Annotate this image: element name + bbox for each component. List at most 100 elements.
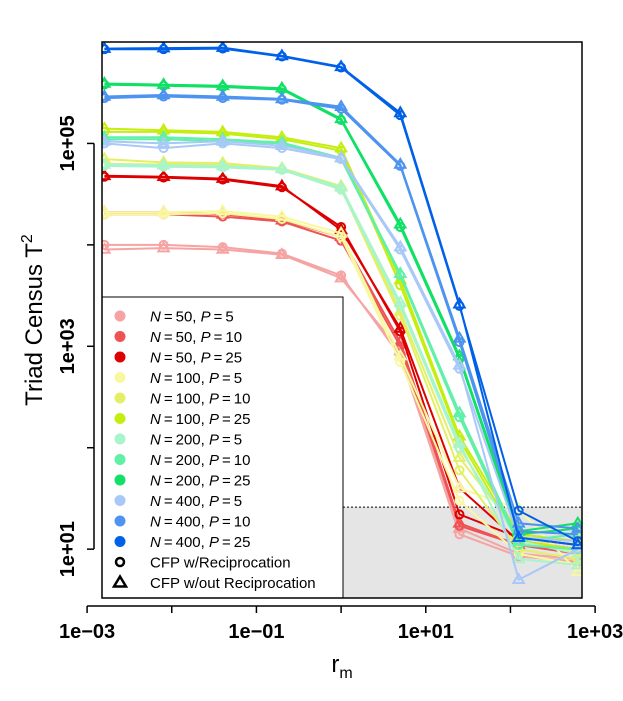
data-point-triangle	[156, 42, 171, 53]
legend-swatch	[114, 392, 126, 404]
data-point-triangle	[511, 572, 526, 584]
data-point-triangle	[102, 204, 112, 217]
data-point-triangle	[570, 564, 582, 576]
data-point-triangle	[156, 204, 171, 217]
data-point-triangle	[334, 179, 349, 192]
data-point-triangle	[215, 242, 230, 254]
x-tick-label: 1e+01	[398, 621, 454, 643]
data-point-triangle	[274, 247, 289, 259]
legend-label: N = 100, P = 10	[150, 391, 250, 408]
legend-swatch	[114, 310, 126, 322]
legend-label: N = 200, P = 25	[150, 473, 250, 490]
data-point-triangle	[511, 551, 526, 564]
legend-symbol-circle	[114, 556, 126, 568]
data-point-triangle	[570, 537, 582, 550]
legend-label: N = 200, P = 10	[150, 452, 250, 469]
data-point-triangle	[452, 480, 467, 493]
x-tick-label: 1e−01	[228, 621, 284, 643]
legend-swatch	[114, 495, 126, 506]
data-point-triangle	[215, 89, 230, 101]
legend-swatch	[114, 372, 126, 383]
y-tick-label: 1e+05	[57, 115, 79, 171]
data-point-triangle	[393, 320, 408, 333]
data-point-triangle	[393, 216, 408, 229]
legend-swatch	[114, 413, 126, 424]
legend-swatch	[114, 331, 126, 342]
legend-symbol-label: CFP w/out Reciprocation	[150, 575, 316, 592]
data-point-triangle	[102, 157, 112, 169]
x-axis-title: rm	[331, 651, 352, 682]
data-point-triangle	[334, 111, 349, 124]
data-point-triangle	[334, 270, 349, 283]
data-point-triangle	[452, 330, 467, 343]
data-point-triangle	[102, 242, 112, 254]
legend-swatch	[114, 351, 126, 363]
data-point-triangle	[452, 357, 467, 370]
data-point-triangle	[156, 135, 171, 148]
data-point-triangle	[393, 239, 408, 252]
data-point-triangle	[452, 515, 467, 528]
legend-label: N = 400, P = 10	[150, 514, 250, 531]
data-point-triangle	[274, 138, 289, 150]
data-point-triangle	[570, 515, 582, 528]
series-line	[104, 243, 578, 563]
data-point-triangle	[334, 150, 349, 163]
data-point-triangle	[334, 225, 349, 238]
data-point-circle	[454, 509, 465, 520]
data-point-triangle	[452, 436, 467, 448]
x-tick-label: 1e−03	[59, 621, 115, 643]
data-point-triangle	[570, 557, 582, 570]
legend-label: N = 50, P = 25	[150, 350, 242, 367]
y-tick-label: 1e+03	[57, 318, 79, 374]
data-point-triangle	[156, 240, 171, 253]
legend-label: N = 100, P = 25	[150, 411, 250, 428]
data-point-triangle	[393, 266, 408, 278]
data-point-triangle	[393, 157, 408, 169]
series-line	[104, 82, 578, 533]
data-point-circle	[454, 495, 465, 506]
series-line	[104, 247, 578, 560]
data-point-triangle	[334, 99, 349, 111]
data-point-circle	[454, 465, 465, 476]
series-line	[104, 163, 578, 566]
data-point-triangle	[511, 530, 526, 542]
data-point-triangle	[215, 158, 230, 171]
data-point-triangle	[274, 48, 289, 61]
legend-box	[101, 296, 344, 599]
legend-swatch	[114, 433, 126, 445]
data-point-triangle	[215, 203, 230, 216]
y-axis-title: Triad Census T2	[19, 234, 48, 406]
data-point-triangle	[102, 42, 112, 53]
data-point-triangle	[215, 171, 230, 183]
data-point-circle	[102, 239, 110, 250]
data-point-triangle	[156, 157, 171, 170]
data-point-triangle	[102, 76, 112, 88]
data-point-triangle	[393, 105, 408, 118]
data-point-triangle	[452, 405, 467, 418]
data-point-triangle	[102, 133, 112, 146]
data-point-triangle	[274, 91, 289, 104]
data-layer	[102, 42, 582, 584]
series-line	[104, 140, 579, 582]
data-point-triangle	[334, 59, 349, 72]
legend-swatch	[114, 454, 126, 465]
data-point-triangle	[274, 209, 289, 221]
data-point-triangle	[102, 168, 112, 181]
legend: N = 50, P = 5 N = 50, P = 10 N = 50, P = 2…	[111, 309, 316, 592]
series-line	[104, 95, 578, 536]
legend-symbol-triangle	[111, 574, 129, 588]
legend-label: N = 400, P = 25	[150, 534, 250, 551]
legend-label: N = 50, P = 10	[150, 329, 242, 346]
legend-swatch	[114, 515, 126, 527]
data-point-triangle	[274, 178, 289, 191]
legend-label: N = 400, P = 5	[150, 493, 242, 510]
legend-label: N = 200, P = 5	[150, 432, 242, 449]
plot-frame	[101, 41, 583, 599]
y-tick-label: 1e+01	[57, 521, 79, 577]
data-point-triangle	[570, 521, 582, 533]
data-point-triangle	[393, 348, 408, 361]
data-point-triangle	[102, 89, 112, 101]
legend-swatch	[114, 536, 126, 547]
data-point-triangle	[102, 129, 112, 142]
